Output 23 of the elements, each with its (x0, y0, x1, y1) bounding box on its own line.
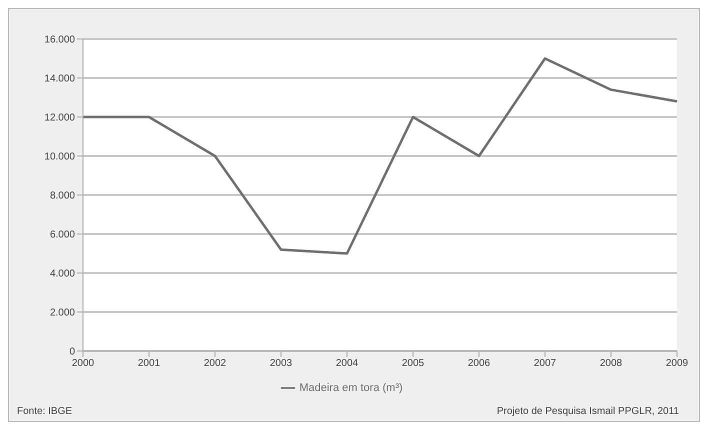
y-tick-label: 16.000 (44, 34, 76, 46)
y-tick-label: 12.000 (44, 112, 76, 124)
legend-label: Madeira em tora (m³) (299, 382, 403, 394)
source-note: Fonte: IBGE (17, 406, 72, 417)
y-tick-label: 6.000 (50, 230, 76, 241)
x-tick-label: 2009 (666, 358, 689, 370)
y-tick-label: 4.000 (50, 268, 76, 280)
x-tick-label: 2006 (468, 358, 491, 370)
text: Projeto de Pesquisa Ismail PPGLR, 2011 (496, 406, 679, 417)
line-series (82, 57, 678, 255)
x-tick-label: 2007 (534, 358, 557, 370)
x-tick-label: 2008 (600, 358, 623, 370)
x-tick-label: 2004 (336, 358, 359, 370)
y-tick-label: 10.000 (44, 152, 76, 163)
x-tick-label: 2003 (270, 358, 293, 370)
x-tick-label: 2002 (204, 358, 227, 370)
x-tick-label: 2001 (138, 358, 161, 370)
x-tick-label: 2000 (72, 358, 95, 370)
y-tick-label: 0 (69, 346, 76, 358)
y-tick-label: 14.000 (44, 74, 76, 85)
y-tick-label: 2.000 (50, 308, 76, 319)
x-tick-label: 2005 (402, 358, 425, 370)
y-tick-label: 8.000 (50, 190, 76, 202)
